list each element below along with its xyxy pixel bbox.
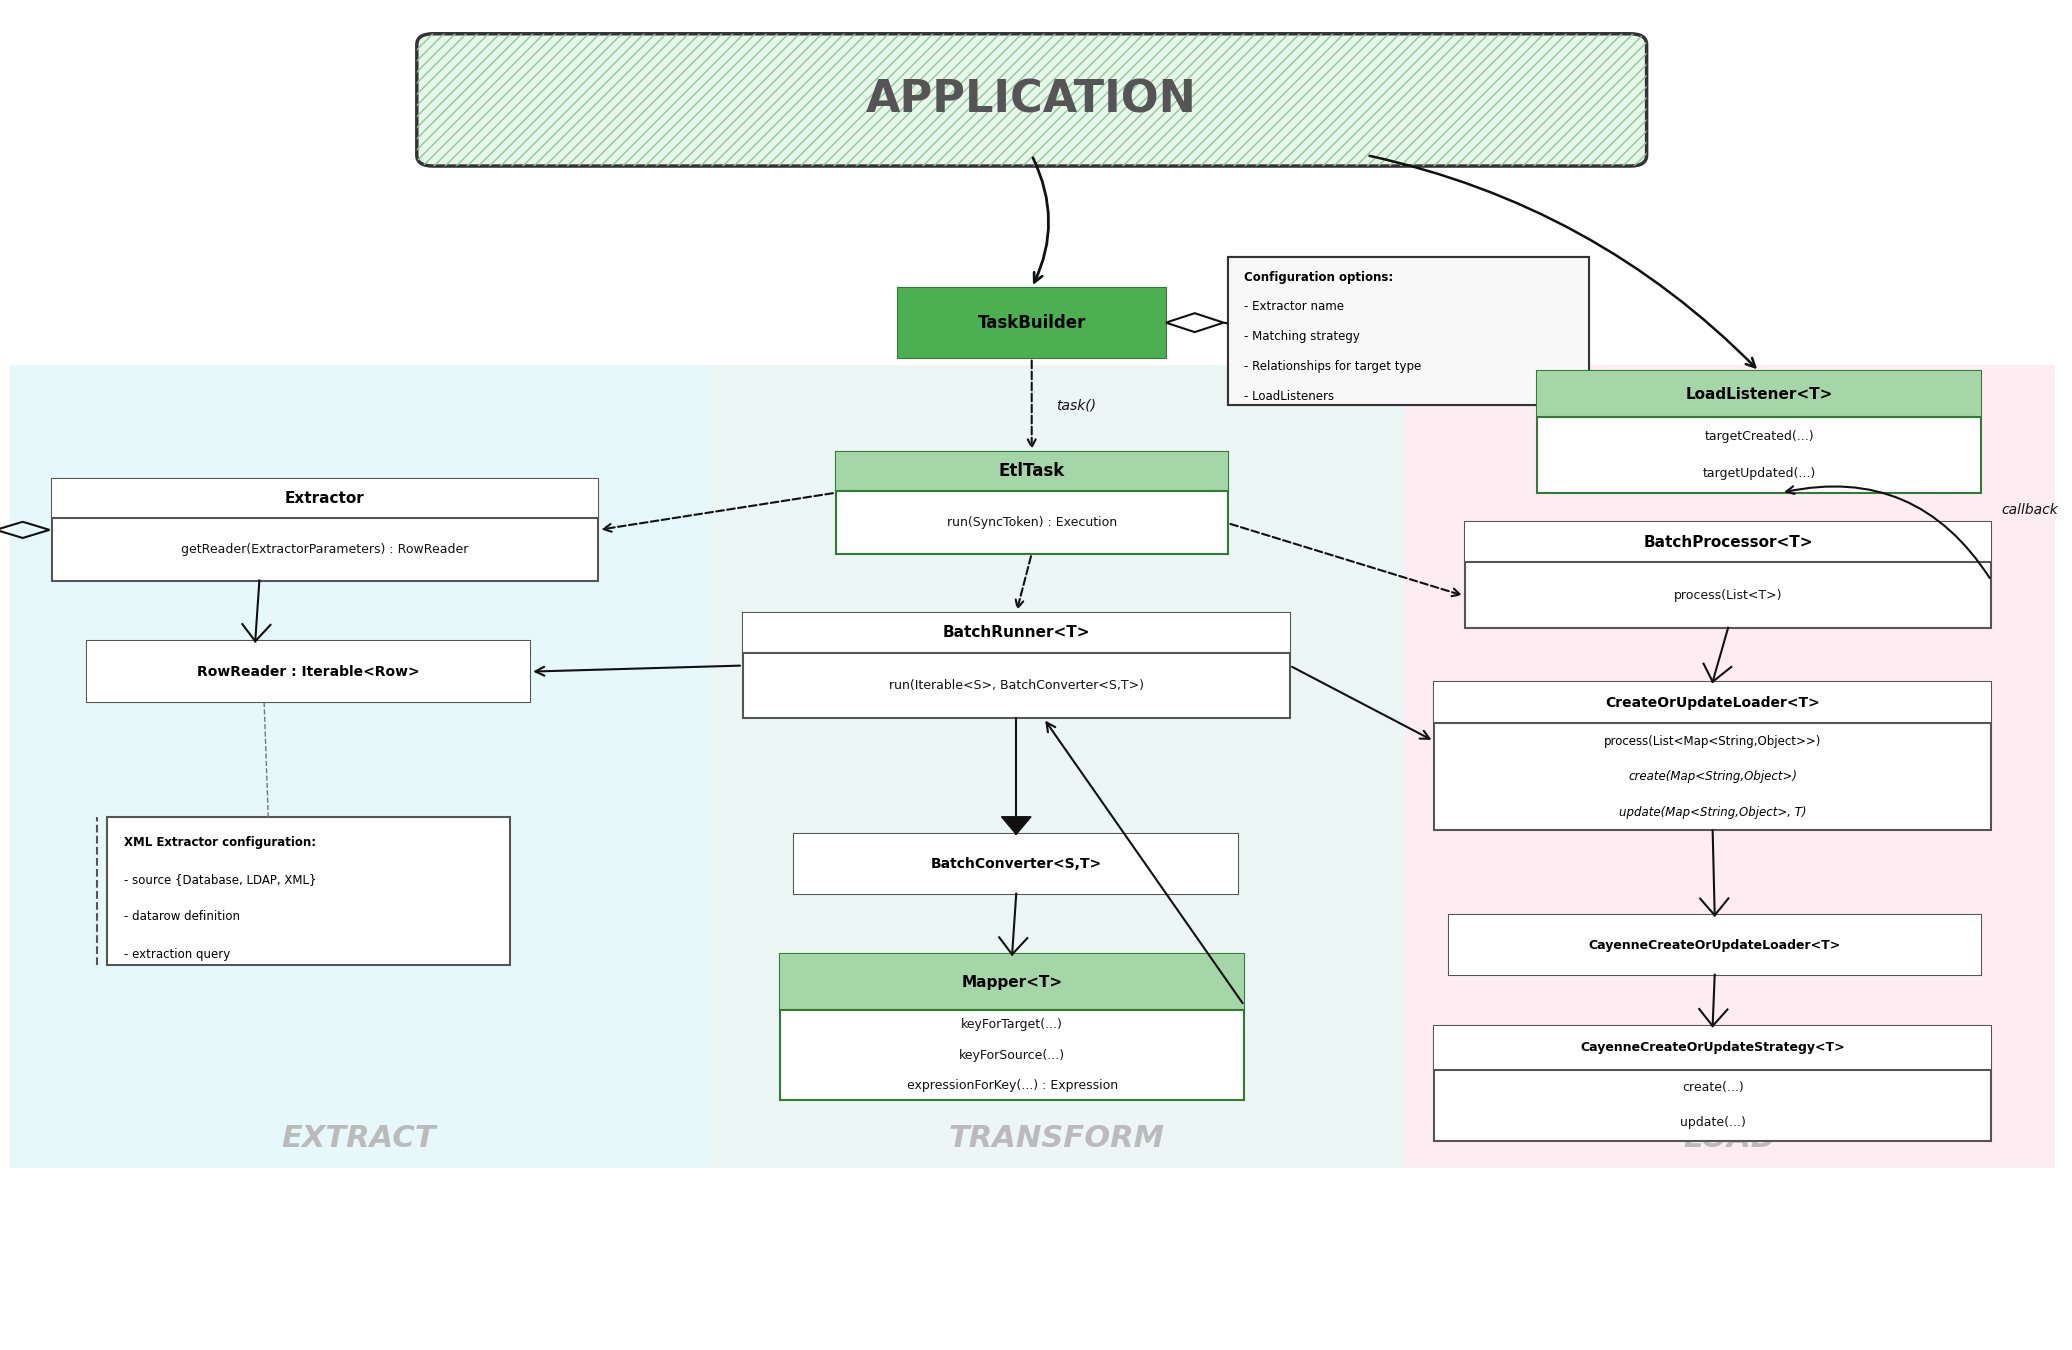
FancyBboxPatch shape	[1434, 1026, 1991, 1141]
FancyBboxPatch shape	[794, 834, 1239, 894]
FancyBboxPatch shape	[1537, 371, 1981, 417]
Text: BatchConverter<S,T>: BatchConverter<S,T>	[930, 857, 1102, 871]
Text: - datarow definition: - datarow definition	[124, 910, 240, 923]
Text: BatchProcessor<T>: BatchProcessor<T>	[1643, 535, 1813, 549]
Text: EXTRACT: EXTRACT	[282, 1123, 437, 1153]
FancyBboxPatch shape	[1229, 256, 1589, 405]
Text: - Matching strategy: - Matching strategy	[1245, 331, 1359, 343]
Text: TRANSFORM: TRANSFORM	[949, 1123, 1164, 1153]
FancyBboxPatch shape	[744, 613, 1289, 718]
FancyBboxPatch shape	[897, 288, 1167, 358]
Text: run(Iterable<S>, BatchConverter<S,T>): run(Iterable<S>, BatchConverter<S,T>)	[889, 679, 1144, 693]
FancyBboxPatch shape	[1465, 522, 1991, 628]
FancyBboxPatch shape	[10, 364, 709, 1168]
Text: targetCreated(...): targetCreated(...)	[1705, 429, 1813, 443]
Text: update(Map<String,Object>, T): update(Map<String,Object>, T)	[1618, 806, 1807, 819]
Text: expressionForKey(...) : Expression: expressionForKey(...) : Expression	[908, 1079, 1117, 1092]
Text: CayenneCreateOrUpdateLoader<T>: CayenneCreateOrUpdateLoader<T>	[1589, 938, 1840, 952]
Text: Extractor: Extractor	[286, 491, 365, 506]
Text: process(List<Map<String,Object>>): process(List<Map<String,Object>>)	[1604, 734, 1821, 748]
FancyBboxPatch shape	[835, 452, 1229, 491]
FancyBboxPatch shape	[1448, 915, 1981, 975]
Text: callback: callback	[2002, 502, 2057, 517]
Text: - extraction query: - extraction query	[124, 948, 230, 961]
FancyBboxPatch shape	[1448, 915, 1981, 975]
FancyBboxPatch shape	[416, 34, 1647, 166]
FancyBboxPatch shape	[1537, 371, 1981, 493]
Text: - Extractor name: - Extractor name	[1245, 301, 1345, 313]
Text: LOAD: LOAD	[1685, 1123, 1778, 1153]
Text: APPLICATION: APPLICATION	[866, 78, 1198, 121]
Text: - Relationships for target type: - Relationships for target type	[1245, 360, 1421, 373]
Text: keyForTarget(...): keyForTarget(...)	[961, 1018, 1063, 1031]
FancyBboxPatch shape	[1434, 1026, 1991, 1069]
Text: - source {Database, LDAP, XML}: - source {Database, LDAP, XML}	[124, 873, 317, 887]
FancyBboxPatch shape	[87, 641, 530, 702]
Text: EtlTask: EtlTask	[999, 463, 1065, 481]
Text: keyForSource(...): keyForSource(...)	[959, 1049, 1065, 1061]
FancyBboxPatch shape	[794, 834, 1239, 894]
Text: TaskBuilder: TaskBuilder	[978, 313, 1086, 332]
Text: create(...): create(...)	[1682, 1081, 1743, 1094]
Text: BatchRunner<T>: BatchRunner<T>	[943, 625, 1090, 640]
FancyBboxPatch shape	[1229, 256, 1589, 405]
FancyBboxPatch shape	[1434, 682, 1991, 830]
Text: Mapper<T>: Mapper<T>	[961, 975, 1063, 990]
Text: targetUpdated(...): targetUpdated(...)	[1703, 467, 1815, 481]
Text: process(List<T>): process(List<T>)	[1674, 589, 1782, 602]
FancyBboxPatch shape	[779, 954, 1245, 1100]
FancyBboxPatch shape	[1465, 522, 1991, 563]
FancyBboxPatch shape	[52, 479, 599, 580]
Text: create(Map<String,Object>): create(Map<String,Object>)	[1629, 771, 1796, 783]
Text: - LoadListeners: - LoadListeners	[1245, 390, 1334, 402]
Text: Configuration options:: Configuration options:	[1245, 271, 1394, 284]
FancyBboxPatch shape	[108, 817, 510, 965]
FancyBboxPatch shape	[1405, 364, 2055, 1168]
Text: CreateOrUpdateLoader<T>: CreateOrUpdateLoader<T>	[1606, 695, 1819, 710]
FancyBboxPatch shape	[835, 452, 1229, 554]
Polygon shape	[1001, 817, 1032, 834]
FancyBboxPatch shape	[779, 954, 1245, 1010]
Text: RowReader : Iterable<Row>: RowReader : Iterable<Row>	[197, 664, 421, 679]
FancyBboxPatch shape	[87, 641, 530, 702]
Text: task(): task()	[1057, 398, 1096, 412]
FancyBboxPatch shape	[52, 479, 599, 518]
Text: run(SyncToken) : Execution: run(SyncToken) : Execution	[947, 516, 1117, 529]
Text: CayenneCreateOrUpdateStrategy<T>: CayenneCreateOrUpdateStrategy<T>	[1581, 1041, 1844, 1054]
FancyBboxPatch shape	[744, 613, 1289, 653]
Text: XML Extractor configuration:: XML Extractor configuration:	[124, 836, 315, 849]
FancyBboxPatch shape	[709, 364, 1405, 1168]
Text: LoadListener<T>: LoadListener<T>	[1685, 387, 1834, 402]
Text: update(...): update(...)	[1680, 1116, 1745, 1130]
Text: getReader(ExtractorParameters) : RowReader: getReader(ExtractorParameters) : RowRead…	[182, 543, 468, 556]
FancyBboxPatch shape	[897, 288, 1167, 358]
FancyBboxPatch shape	[1434, 682, 1991, 724]
